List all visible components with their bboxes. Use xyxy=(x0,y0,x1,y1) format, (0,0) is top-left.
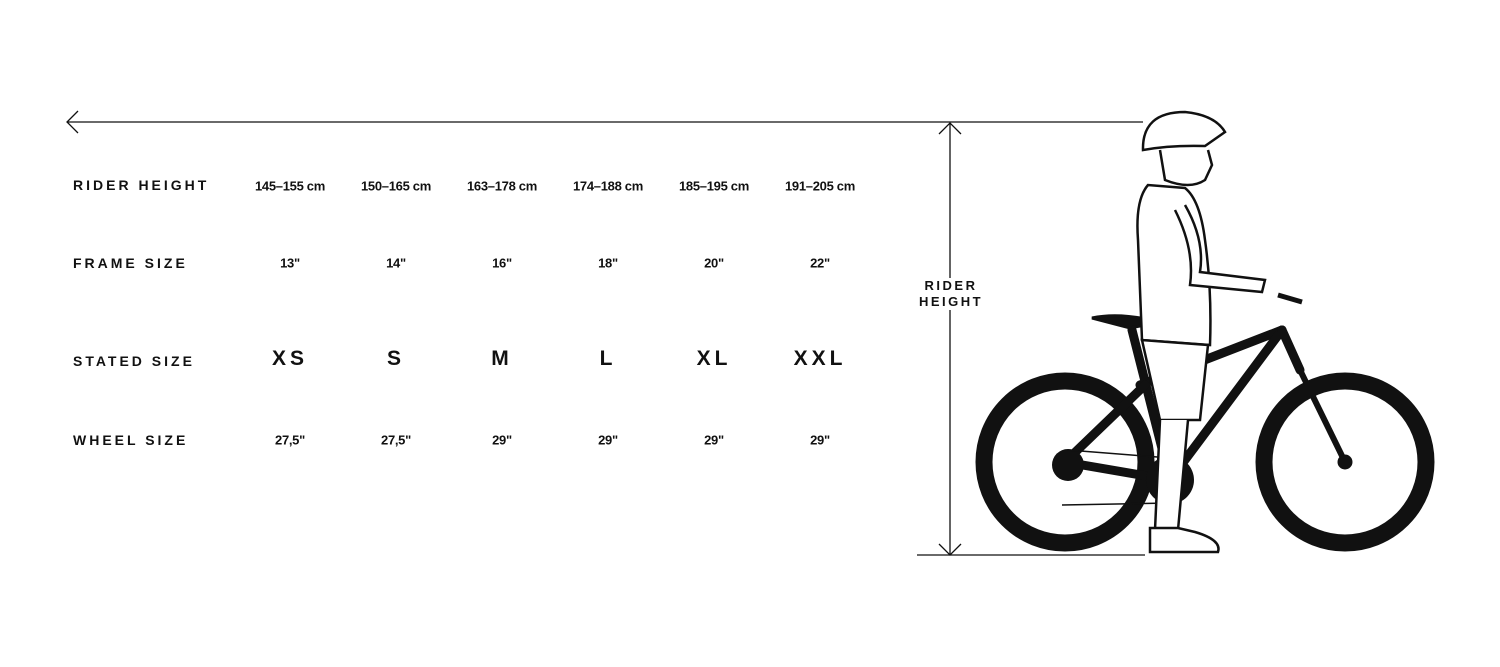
stated-size-cell: XL xyxy=(696,347,732,370)
wheel-size-cell: 29" xyxy=(492,432,512,448)
row-label-wheel-size: WHEEL SIZE xyxy=(73,432,189,448)
rear-wheel xyxy=(975,372,1155,552)
shoe xyxy=(1148,526,1220,554)
rider-height-cell: 163–178 cm xyxy=(466,178,537,194)
wheel-size-cell: 29" xyxy=(810,432,830,448)
wheel-size-cell: 27,5" xyxy=(275,432,305,448)
rider-height-cell: 150–165 cm xyxy=(360,178,431,194)
frame-size-cell: 13" xyxy=(280,255,300,271)
rider-height-cell: 174–188 cm xyxy=(572,178,643,194)
wheel-size-cell: 27,5" xyxy=(381,432,411,448)
height-arrow-vertical xyxy=(917,122,1145,556)
frame-size-cell: 14" xyxy=(386,255,406,271)
shorts xyxy=(1140,338,1210,422)
arm xyxy=(1173,204,1267,294)
rider-height-cell: 191–205 cm xyxy=(784,178,855,194)
stated-size-cell: XS xyxy=(271,347,308,370)
legs xyxy=(1153,419,1190,532)
frame-size-cell: 18" xyxy=(598,255,618,271)
rider-height-cell: 145–155 cm xyxy=(254,178,325,194)
cassette xyxy=(1052,449,1084,481)
frame-size-cell: 22" xyxy=(810,255,830,271)
rider-height-cell: 185–195 cm xyxy=(678,178,749,194)
stated-size-cell: M xyxy=(491,347,513,370)
height-arrow-horizontal xyxy=(66,110,1143,134)
frame-size-cell: 20" xyxy=(704,255,724,271)
wheel-size-cell: 29" xyxy=(704,432,724,448)
measure-label-line2: HEIGHT xyxy=(918,294,984,309)
front-wheel xyxy=(1255,372,1435,552)
helmet xyxy=(1141,110,1227,152)
wheel-size-cell: 29" xyxy=(598,432,618,448)
measure-label-line1: RIDER xyxy=(924,278,978,293)
frame-size-cell: 16" xyxy=(492,255,512,271)
row-label-frame-size: FRAME SIZE xyxy=(73,255,188,271)
rider-height-measure-label: RIDER HEIGHT xyxy=(900,278,1002,310)
rider-icon xyxy=(1136,110,1267,554)
stated-size-cell: L xyxy=(599,347,617,370)
stated-size-cell: XXL xyxy=(793,347,847,370)
stated-size-cell: S xyxy=(386,347,405,370)
row-label-rider-height: RIDER HEIGHT xyxy=(73,177,210,193)
row-label-stated-size: STATED SIZE xyxy=(73,353,195,369)
